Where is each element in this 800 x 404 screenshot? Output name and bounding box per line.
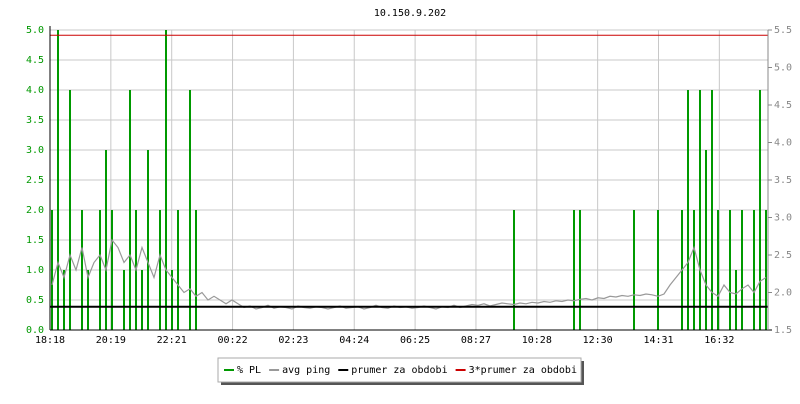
y-tick-label: 4.0 (26, 85, 44, 96)
pl-bar (177, 210, 179, 330)
y2-tick-label: 4.5 (774, 100, 792, 111)
pl-bar (657, 210, 659, 330)
pl-bar (753, 210, 755, 330)
x-tick-label: 20:19 (96, 335, 126, 346)
pl-bar (693, 210, 695, 330)
x-tick-label: 12:30 (583, 335, 613, 346)
pl-bar (579, 210, 581, 330)
pl-bar (171, 270, 173, 330)
x-tick-label: 00:22 (217, 335, 247, 346)
pl-bar (159, 210, 161, 330)
legend-label: avg ping (282, 365, 330, 376)
legend-label: % PL (237, 365, 261, 376)
pl-bar (111, 210, 113, 330)
pl-bar (735, 270, 737, 330)
pl-bar (57, 30, 59, 330)
y2-tick-label: 4.0 (774, 138, 792, 149)
pl-bar (99, 210, 101, 330)
y-tick-label: 5.0 (26, 25, 44, 36)
x-tick-label: 06:25 (400, 335, 430, 346)
y2-tick-label: 3.5 (774, 175, 792, 186)
pl-bar (195, 210, 197, 330)
y-tick-label: 2.0 (26, 205, 44, 216)
pl-bar (699, 90, 701, 330)
pl-bar (69, 90, 71, 330)
pl-bar (123, 270, 125, 330)
y2-tick-label: 5.0 (774, 63, 792, 74)
pl-bar (87, 270, 89, 330)
pl-bar (765, 210, 767, 330)
pl-bar (81, 210, 83, 330)
pl-bar (63, 270, 65, 330)
x-tick-label: 14:31 (643, 335, 673, 346)
pl-bar (51, 210, 53, 330)
x-tick-label: 04:24 (339, 335, 369, 346)
y-tick-label: 4.5 (26, 55, 44, 66)
pl-bar (717, 210, 719, 330)
y-tick-label: 1.5 (26, 235, 44, 246)
pl-bar (729, 210, 731, 330)
x-tick-label: 10:28 (522, 335, 552, 346)
pl-bar (129, 90, 131, 330)
x-tick-label: 16:32 (704, 335, 734, 346)
y2-tick-label: 1.5 (774, 325, 792, 336)
x-tick-label: 02:23 (278, 335, 308, 346)
y2-tick-label: 2.5 (774, 250, 792, 261)
y-tick-label: 3.5 (26, 115, 44, 126)
y-tick-label: 0.5 (26, 295, 44, 306)
y2-tick-label: 5.5 (774, 25, 792, 36)
pl-bar (105, 150, 107, 330)
pl-bar (141, 270, 143, 330)
pl-bar (573, 210, 575, 330)
pl-bar (759, 90, 761, 330)
legend-label: prumer za obdobi (351, 365, 447, 376)
y-tick-label: 3.0 (26, 145, 44, 156)
y-tick-label: 0.0 (26, 325, 44, 336)
y2-tick-label: 2.0 (774, 288, 792, 299)
pl-bar (165, 30, 167, 330)
x-tick-label: 08:27 (461, 335, 491, 346)
y-tick-label: 1.0 (26, 265, 44, 276)
pl-bar (705, 150, 707, 330)
pl-bar (189, 90, 191, 330)
pl-bar (741, 210, 743, 330)
pl-bar (687, 90, 689, 330)
y2-tick-label: 3.0 (774, 213, 792, 224)
y-tick-label: 2.5 (26, 175, 44, 186)
pl-bar (147, 150, 149, 330)
chart-title: 10.150.9.202 (374, 8, 446, 19)
x-tick-label: 22:21 (157, 335, 187, 346)
x-tick-label: 18:18 (35, 335, 65, 346)
pl-bar (513, 210, 515, 330)
pl-bar (633, 210, 635, 330)
legend-label: 3*prumer za obdobi (469, 365, 577, 376)
pl-bar (711, 90, 713, 330)
